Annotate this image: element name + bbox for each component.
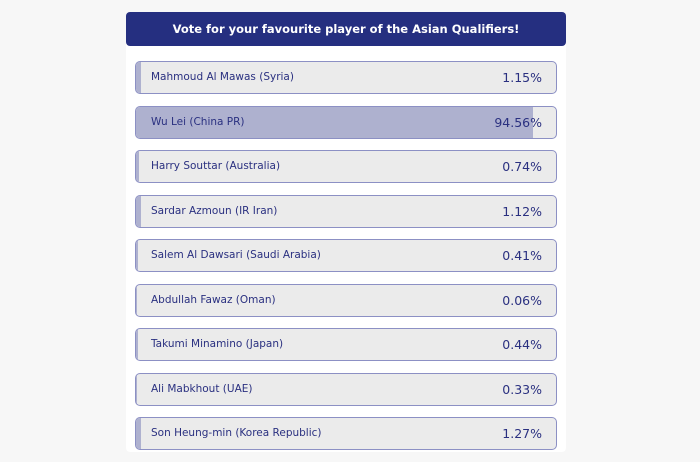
vote-percent: 1.27%: [502, 418, 542, 449]
player-name: Mahmoud Al Mawas (Syria): [151, 62, 294, 93]
vote-share-bar: [136, 240, 138, 271]
poll-options: Mahmoud Al Mawas (Syria) 1.15% Wu Lei (Chi…: [135, 61, 557, 462]
poll-option[interactable]: Wu Lei (China PR) 94.56%: [135, 106, 557, 139]
player-name: Abdullah Fawaz (Oman): [151, 285, 276, 316]
vote-percent: 0.41%: [502, 240, 542, 271]
vote-percent: 1.15%: [502, 62, 542, 93]
poll-option[interactable]: Sardar Azmoun (IR Iran) 1.12%: [135, 195, 557, 228]
vote-share-bar: [136, 62, 141, 93]
vote-percent: 94.56%: [494, 107, 542, 138]
poll-option[interactable]: Ali Mabkhout (UAE) 0.33%: [135, 373, 557, 406]
player-name: Sardar Azmoun (IR Iran): [151, 196, 277, 227]
player-name: Wu Lei (China PR): [151, 107, 245, 138]
poll-title: Vote for your favourite player of the As…: [126, 12, 566, 46]
poll-option[interactable]: Takumi Minamino (Japan) 0.44%: [135, 328, 557, 361]
vote-share-bar: [136, 151, 139, 182]
vote-share-bar: [136, 196, 141, 227]
player-name: Harry Souttar (Australia): [151, 151, 280, 182]
vote-percent: 1.12%: [502, 196, 542, 227]
vote-share-bar: [136, 329, 138, 360]
vote-share-bar: [136, 374, 137, 405]
vote-percent: 0.44%: [502, 329, 542, 360]
vote-percent: 0.33%: [502, 374, 542, 405]
poll-option[interactable]: Harry Souttar (Australia) 0.74%: [135, 150, 557, 183]
player-name: Takumi Minamino (Japan): [151, 329, 283, 360]
vote-percent: 0.06%: [502, 285, 542, 316]
player-name: Salem Al Dawsari (Saudi Arabia): [151, 240, 321, 271]
poll-option[interactable]: Son Heung-min (Korea Republic) 1.27%: [135, 417, 557, 450]
poll-card: Vote for your favourite player of the As…: [126, 12, 566, 452]
poll-option[interactable]: Mahmoud Al Mawas (Syria) 1.15%: [135, 61, 557, 94]
poll-option[interactable]: Abdullah Fawaz (Oman) 0.06%: [135, 284, 557, 317]
player-name: Son Heung-min (Korea Republic): [151, 418, 322, 449]
poll-option[interactable]: Salem Al Dawsari (Saudi Arabia) 0.41%: [135, 239, 557, 272]
vote-percent: 0.74%: [502, 151, 542, 182]
vote-share-bar: [136, 418, 141, 449]
player-name: Ali Mabkhout (UAE): [151, 374, 252, 405]
